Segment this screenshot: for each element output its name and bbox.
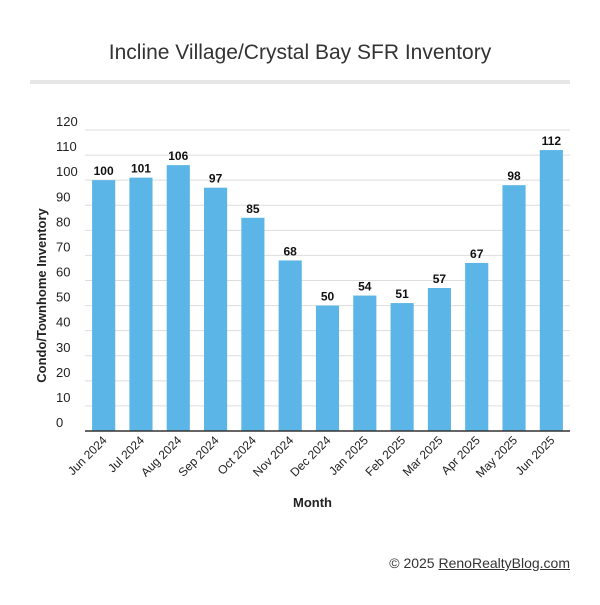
bar-value-label: 67 bbox=[470, 247, 484, 261]
y-tick-label: 70 bbox=[56, 239, 70, 254]
y-tick-label: 120 bbox=[56, 114, 78, 129]
y-tick-label: 60 bbox=[56, 265, 70, 280]
bar bbox=[502, 185, 526, 431]
y-tick-label: 50 bbox=[56, 290, 70, 305]
y-tick-label: 30 bbox=[56, 340, 70, 355]
y-tick-label: 80 bbox=[56, 214, 70, 229]
x-tick-label: May 2025 bbox=[473, 433, 520, 480]
bar bbox=[278, 260, 302, 431]
y-tick-label: 90 bbox=[56, 189, 70, 204]
source-link[interactable]: RenoRealtyBlog.com bbox=[438, 555, 570, 571]
y-axis-title: Condo/Townhome Inventory bbox=[34, 207, 49, 382]
title-divider bbox=[30, 80, 570, 84]
bar-value-label: 50 bbox=[321, 290, 335, 304]
bar bbox=[465, 262, 489, 431]
bar bbox=[92, 180, 116, 431]
bar-value-label: 98 bbox=[507, 169, 521, 183]
bar-value-label: 54 bbox=[358, 280, 372, 294]
y-tick-label: 110 bbox=[56, 139, 77, 154]
bar-value-label: 85 bbox=[246, 202, 260, 216]
bar bbox=[390, 303, 414, 431]
chart-title: Incline Village/Crystal Bay SFR Inventor… bbox=[108, 41, 492, 64]
bar bbox=[204, 187, 228, 431]
bar bbox=[241, 217, 265, 431]
y-tick-labels: 0 10 20 30 40 50 60 70 80 90 100 110 120 bbox=[56, 114, 78, 430]
bar bbox=[353, 295, 377, 431]
x-tick-label: Mar 2025 bbox=[400, 433, 446, 479]
bar-value-label: 97 bbox=[209, 172, 223, 186]
bar-value-label: 51 bbox=[395, 287, 409, 301]
bar bbox=[166, 165, 190, 431]
x-tick-label: Sep 2024 bbox=[175, 433, 221, 479]
bar bbox=[129, 177, 153, 431]
bars bbox=[92, 150, 563, 432]
y-tick-label: 0 bbox=[56, 415, 63, 430]
x-axis-title: Month bbox=[293, 495, 332, 510]
copyright-prefix: © 2025 bbox=[389, 555, 439, 571]
bar-value-label: 106 bbox=[168, 149, 188, 163]
bar-value-label: 68 bbox=[284, 244, 298, 258]
x-tick-label: Jun 2024 bbox=[65, 433, 110, 478]
bar-value-label: 100 bbox=[94, 164, 114, 178]
copyright-credit: © 2025 RenoRealtyBlog.com bbox=[389, 555, 570, 571]
y-tick-label: 10 bbox=[56, 390, 70, 405]
bar-value-label: 101 bbox=[131, 162, 151, 176]
y-tick-label: 100 bbox=[56, 164, 78, 179]
y-tick-label: 20 bbox=[56, 365, 70, 380]
bar-value-label: 112 bbox=[542, 134, 562, 148]
bar-data-labels: 100 101 106 97 85 68 50 54 51 57 67 98 112 bbox=[94, 134, 562, 304]
x-tick-label: Jun 2025 bbox=[513, 433, 558, 478]
bar-value-label: 57 bbox=[433, 272, 447, 286]
bar bbox=[539, 150, 563, 432]
x-tick-label: Dec 2024 bbox=[287, 433, 333, 479]
y-tick-label: 40 bbox=[56, 315, 70, 330]
bar bbox=[315, 305, 340, 431]
bar bbox=[427, 288, 451, 431]
